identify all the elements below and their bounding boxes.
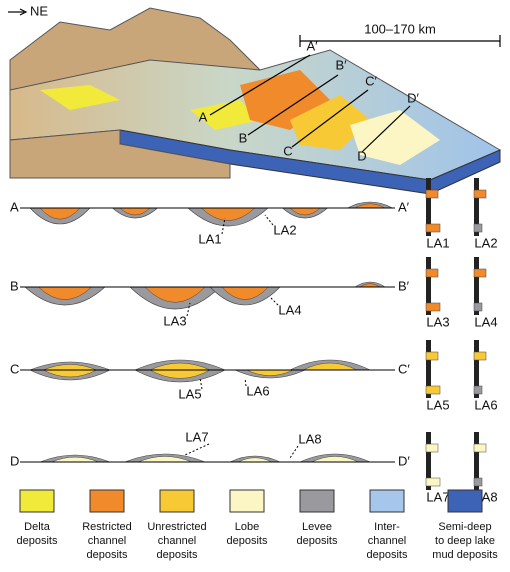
legend-swatch: [19, 489, 55, 513]
legend-label: Unrestricted: [147, 521, 206, 533]
log-column: [426, 178, 431, 236]
log-bed: [425, 443, 439, 453]
log-bed: [473, 268, 487, 278]
section-start: D: [10, 453, 19, 468]
legend-swatch: [89, 489, 125, 513]
column-label: LA6: [474, 397, 497, 412]
log-column: [426, 257, 431, 315]
leader: [264, 214, 274, 226]
log-bed: [473, 477, 483, 487]
log-column: [426, 340, 431, 398]
direction: NE: [30, 3, 48, 18]
log-bed: [473, 223, 483, 233]
leader: [221, 217, 226, 235]
leader: [289, 445, 299, 459]
facies-label: LA1: [198, 231, 221, 246]
legend-label: Delta: [24, 521, 51, 533]
section-start: C: [10, 361, 19, 376]
log-column: [474, 340, 479, 398]
legend-label: channel: [368, 535, 407, 547]
log-bed: [473, 189, 487, 199]
cross-section: A A′ LA1 LA2 LA1 LA2: [10, 178, 498, 250]
block-section-label: A: [199, 109, 208, 124]
legend-label: Inter-: [374, 521, 400, 533]
section-end: D′: [398, 453, 410, 468]
section-end: A′: [398, 199, 410, 214]
legend-label: deposits: [17, 535, 58, 547]
legend-label: Lobe: [235, 521, 259, 533]
column-label: LA4: [474, 314, 497, 329]
facies-label: LA5: [178, 386, 201, 401]
section-start: A: [10, 199, 19, 214]
log-bed: [425, 223, 441, 233]
leader: [199, 377, 203, 390]
legend-label: deposits: [227, 535, 268, 547]
legend-label: channel: [158, 535, 197, 547]
column-label: LA2: [474, 235, 497, 250]
log-bed: [473, 385, 483, 395]
log-bed: [425, 302, 441, 312]
log-column: [474, 432, 479, 490]
legend-label: deposits: [297, 535, 338, 547]
facies-label: LA7: [185, 429, 208, 444]
log-column: [474, 178, 479, 236]
log-bed: [425, 385, 441, 395]
facies-label: LA6: [246, 383, 269, 398]
block-section-label: C′: [365, 73, 377, 88]
cross-section: B B′ LA3 LA4 LA3 LA4: [10, 257, 498, 329]
block-section-label: D: [357, 148, 366, 163]
block-diagram: [8, 7, 502, 195]
legend-label: deposits: [367, 549, 408, 561]
leader: [184, 443, 210, 456]
section-start: B: [10, 278, 19, 293]
block-section-label: B′: [335, 57, 347, 72]
facies-label: LA2: [273, 222, 296, 237]
legend-swatch: [447, 489, 483, 513]
block-section-label: D′: [407, 90, 419, 105]
legend-swatch: [369, 489, 405, 513]
legend-label: to deep lake: [435, 535, 495, 547]
leader: [244, 377, 247, 387]
log-bed: [425, 268, 439, 278]
log-bed: [473, 443, 487, 453]
log-bed: [425, 477, 441, 487]
log-bed: [473, 302, 483, 312]
log-column: [426, 432, 431, 490]
block-section-label: C: [283, 143, 292, 158]
section-end: B′: [398, 278, 410, 293]
legend-label: Levee: [302, 521, 332, 533]
cross-section: C C′ LA5 LA6 LA5 LA6: [10, 340, 498, 412]
block-section-label: B: [239, 130, 248, 145]
facies-label: LA8: [298, 431, 321, 446]
facies-label: LA3: [163, 313, 186, 328]
facies-label: LA4: [278, 302, 301, 317]
column-label: LA1: [426, 235, 449, 250]
column-label: LA5: [426, 397, 449, 412]
leader: [269, 296, 279, 306]
legend-label: mud deposits: [432, 549, 498, 561]
legend-label: deposits: [157, 549, 198, 561]
legend-label: Semi-deep: [438, 521, 491, 533]
scale: 100–170 km: [364, 21, 436, 36]
legend-swatch: [229, 489, 265, 513]
log-bed: [425, 189, 439, 199]
legend-swatch: [159, 489, 195, 513]
legend-swatch: [299, 489, 335, 513]
log-bed: [425, 351, 439, 361]
legend-label: channel: [88, 535, 127, 547]
block-section-label: A′: [306, 38, 318, 53]
legend-label: Restricted: [82, 521, 132, 533]
log-bed: [473, 351, 487, 361]
legend-label: deposits: [87, 549, 128, 561]
column-label: LA7: [426, 489, 449, 504]
log-column: [474, 257, 479, 315]
column-label: LA3: [426, 314, 449, 329]
section-end: C′: [398, 361, 410, 376]
